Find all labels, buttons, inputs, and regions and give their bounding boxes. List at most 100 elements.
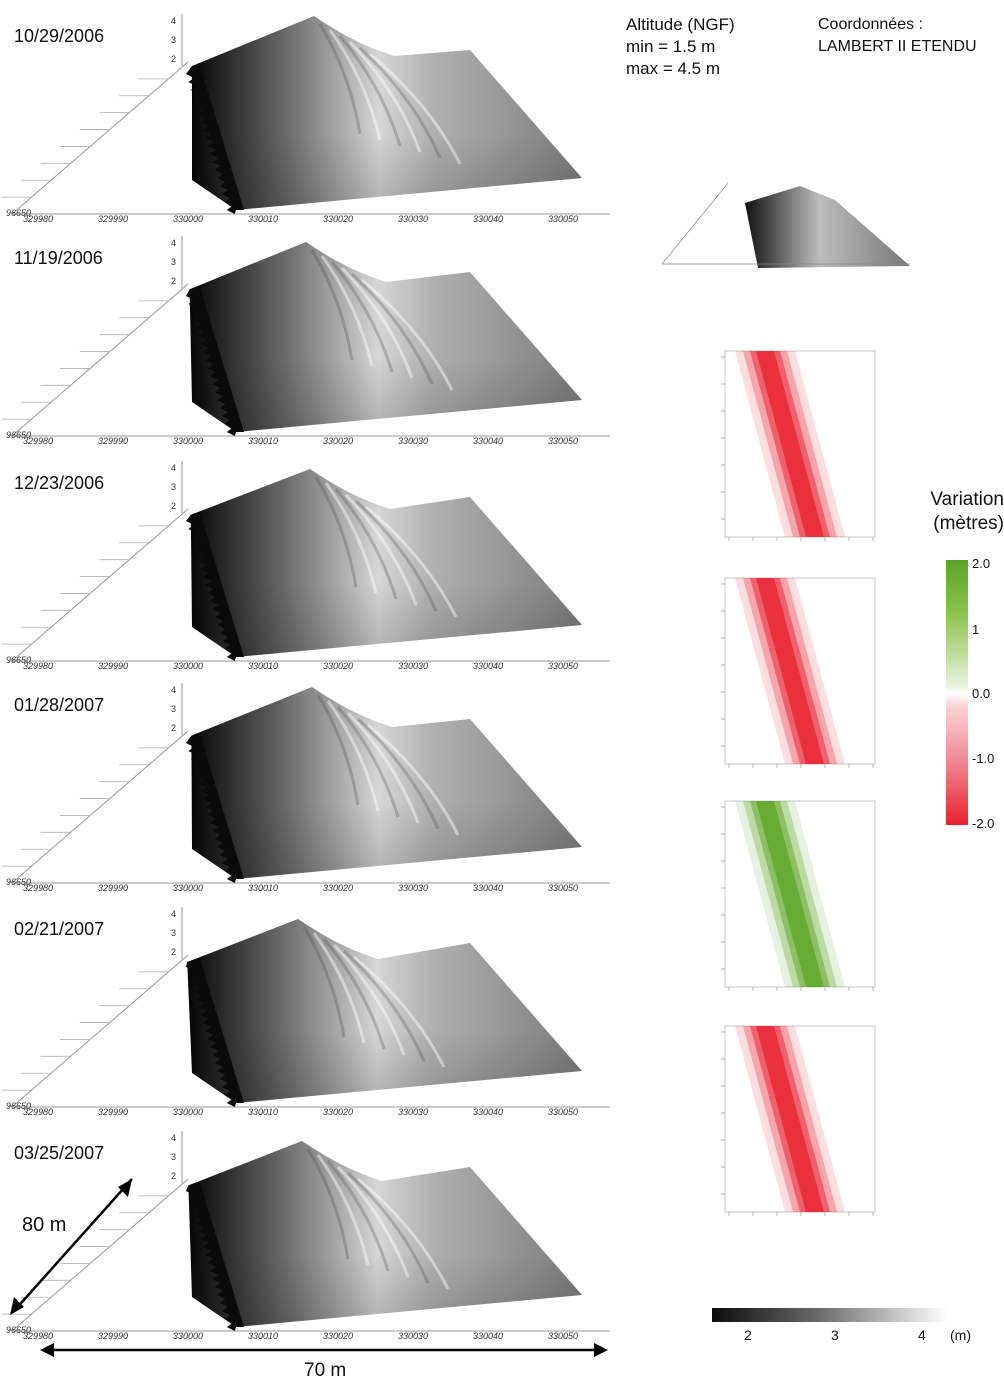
x-tick-label: 330010 [248, 1331, 278, 1341]
ridge-streak [369, 52, 462, 165]
ridge-streak [344, 493, 418, 606]
x-tick-label: 330020 [323, 436, 353, 446]
ridge-streak [316, 1154, 370, 1266]
x-tick-label: 330050 [548, 1331, 578, 1341]
ridge-streak [350, 272, 434, 385]
ridge-streak [330, 261, 394, 373]
ridge-streak [326, 1160, 390, 1272]
z-tick-label: 4 [171, 685, 176, 695]
variation-title-line1: Variation [930, 489, 1004, 510]
ridge-streak [348, 40, 422, 153]
variation-band [756, 1026, 824, 1212]
x-tick-label: 329980 [23, 1331, 53, 1341]
x-tick-label: 330040 [473, 214, 503, 224]
x-tick-label: 329980 [23, 883, 53, 893]
x-tick-label: 329990 [98, 661, 128, 671]
z-tick-label: 3 [171, 928, 176, 938]
altitude-tick-label: 2 [744, 1327, 752, 1343]
x-tick-label: 330050 [548, 436, 578, 446]
z-tick-label: 2 [171, 501, 176, 511]
z-tick-label: 4 [171, 909, 176, 919]
x-tick-label: 330010 [248, 883, 278, 893]
z-tick-label: 2 [171, 947, 176, 957]
z-tick-label: 2 [171, 723, 176, 733]
width-arrow-head-left [40, 1343, 54, 1357]
ridge-streak [365, 505, 458, 618]
ridge-streak [322, 938, 386, 1050]
surface-edge [186, 513, 244, 661]
x-tick-label: 330030 [398, 1107, 428, 1117]
difference-map [721, 577, 876, 768]
x-tick-label: 330050 [548, 214, 578, 224]
variation-colorbar [946, 560, 968, 825]
x-tick-label: 330020 [323, 661, 353, 671]
ridge-streak [312, 932, 366, 1044]
x-tick-label: 330050 [548, 1107, 578, 1117]
ridge-streak [328, 29, 382, 141]
y-corner-label: 96650 [6, 208, 31, 218]
difference-map [721, 350, 876, 541]
z-tick-label: 2 [171, 54, 176, 64]
y-corner-label: 96650 [6, 655, 31, 665]
y-corner-label: 96650 [6, 877, 31, 887]
x-tick-label: 330020 [323, 883, 353, 893]
z-tick-label: 2 [171, 1171, 176, 1181]
difference-map [721, 1025, 876, 1216]
surface-edge [186, 1183, 244, 1331]
x-tick-label: 330040 [473, 661, 503, 671]
variation-title-line2: (mètres) [933, 513, 1004, 534]
y-axis [11, 954, 189, 1108]
surface-edge [186, 288, 244, 436]
z-tick-label: 3 [171, 704, 176, 714]
z-tick-label: 3 [171, 35, 176, 45]
x-tick-label: 330010 [248, 214, 278, 224]
x-tick-label: 329990 [98, 214, 128, 224]
altitude-max: max = 4.5 m [626, 59, 721, 78]
variation-tick-label: -1.0 [972, 751, 995, 766]
depth-label: 80 m [22, 1214, 67, 1236]
x-tick-label: 330040 [473, 1331, 503, 1341]
survey-date: 11/19/2006 [14, 248, 103, 268]
ridge-streak [320, 255, 374, 367]
surface-panel: 329980 329990 330000 330010 330020 330030 3300… [0, 1117, 620, 1341]
survey-date: 12/23/2006 [14, 473, 105, 493]
ridge-streak [326, 700, 380, 812]
x-tick-label: 330000 [173, 883, 203, 893]
x-tick-label: 330010 [248, 661, 278, 671]
x-tick-label: 330020 [323, 214, 353, 224]
variation-tick-label: 1 [972, 622, 980, 637]
ridge-streak [346, 1171, 430, 1284]
survey-date: 02/21/2007 [14, 919, 105, 939]
y-corner-label: 96650 [6, 1101, 31, 1111]
surface-panel: 329980 329990 330000 330010 330020 330030 3300… [0, 0, 620, 224]
ridge-streak [324, 482, 378, 594]
x-tick-label: 330040 [473, 436, 503, 446]
dune-shading [188, 1141, 582, 1327]
width-arrow-head-right [594, 1343, 608, 1357]
dune-shading [190, 469, 583, 657]
x-tick-label: 330010 [248, 436, 278, 446]
ridge-streak [356, 717, 440, 830]
ridge-streak [318, 23, 362, 135]
variation-tick-label: -2.0 [972, 816, 995, 831]
z-tick-label: 4 [171, 238, 176, 248]
surface-panel: 329980 329990 330000 330010 330020 330030 3300… [0, 669, 620, 893]
x-tick-label: 329980 [23, 214, 53, 224]
surface-edge [186, 959, 244, 1107]
ridge-streak [338, 35, 402, 147]
ridge-streak [354, 499, 438, 612]
x-tick-label: 330040 [473, 1107, 503, 1117]
ridge-streak [346, 711, 420, 824]
thumbnail-surface [745, 186, 910, 268]
dune-shading [191, 687, 582, 879]
surface-panel: 329980 329990 330000 330010 330020 330030 3300… [0, 893, 620, 1117]
surface-edge [186, 735, 244, 883]
x-tick-label: 330000 [173, 1107, 203, 1117]
ridge-streak [357, 1177, 450, 1290]
variation-tick-label: 0.0 [972, 686, 991, 701]
surface-panel: 329980 329990 330000 330010 330020 330030 3300… [0, 447, 620, 671]
variation-band [756, 801, 824, 987]
coordinates-system: LAMBERT II ETENDU [818, 38, 977, 55]
x-tick-label: 330020 [323, 1107, 353, 1117]
survey-date: 10/29/2006 [14, 26, 105, 46]
